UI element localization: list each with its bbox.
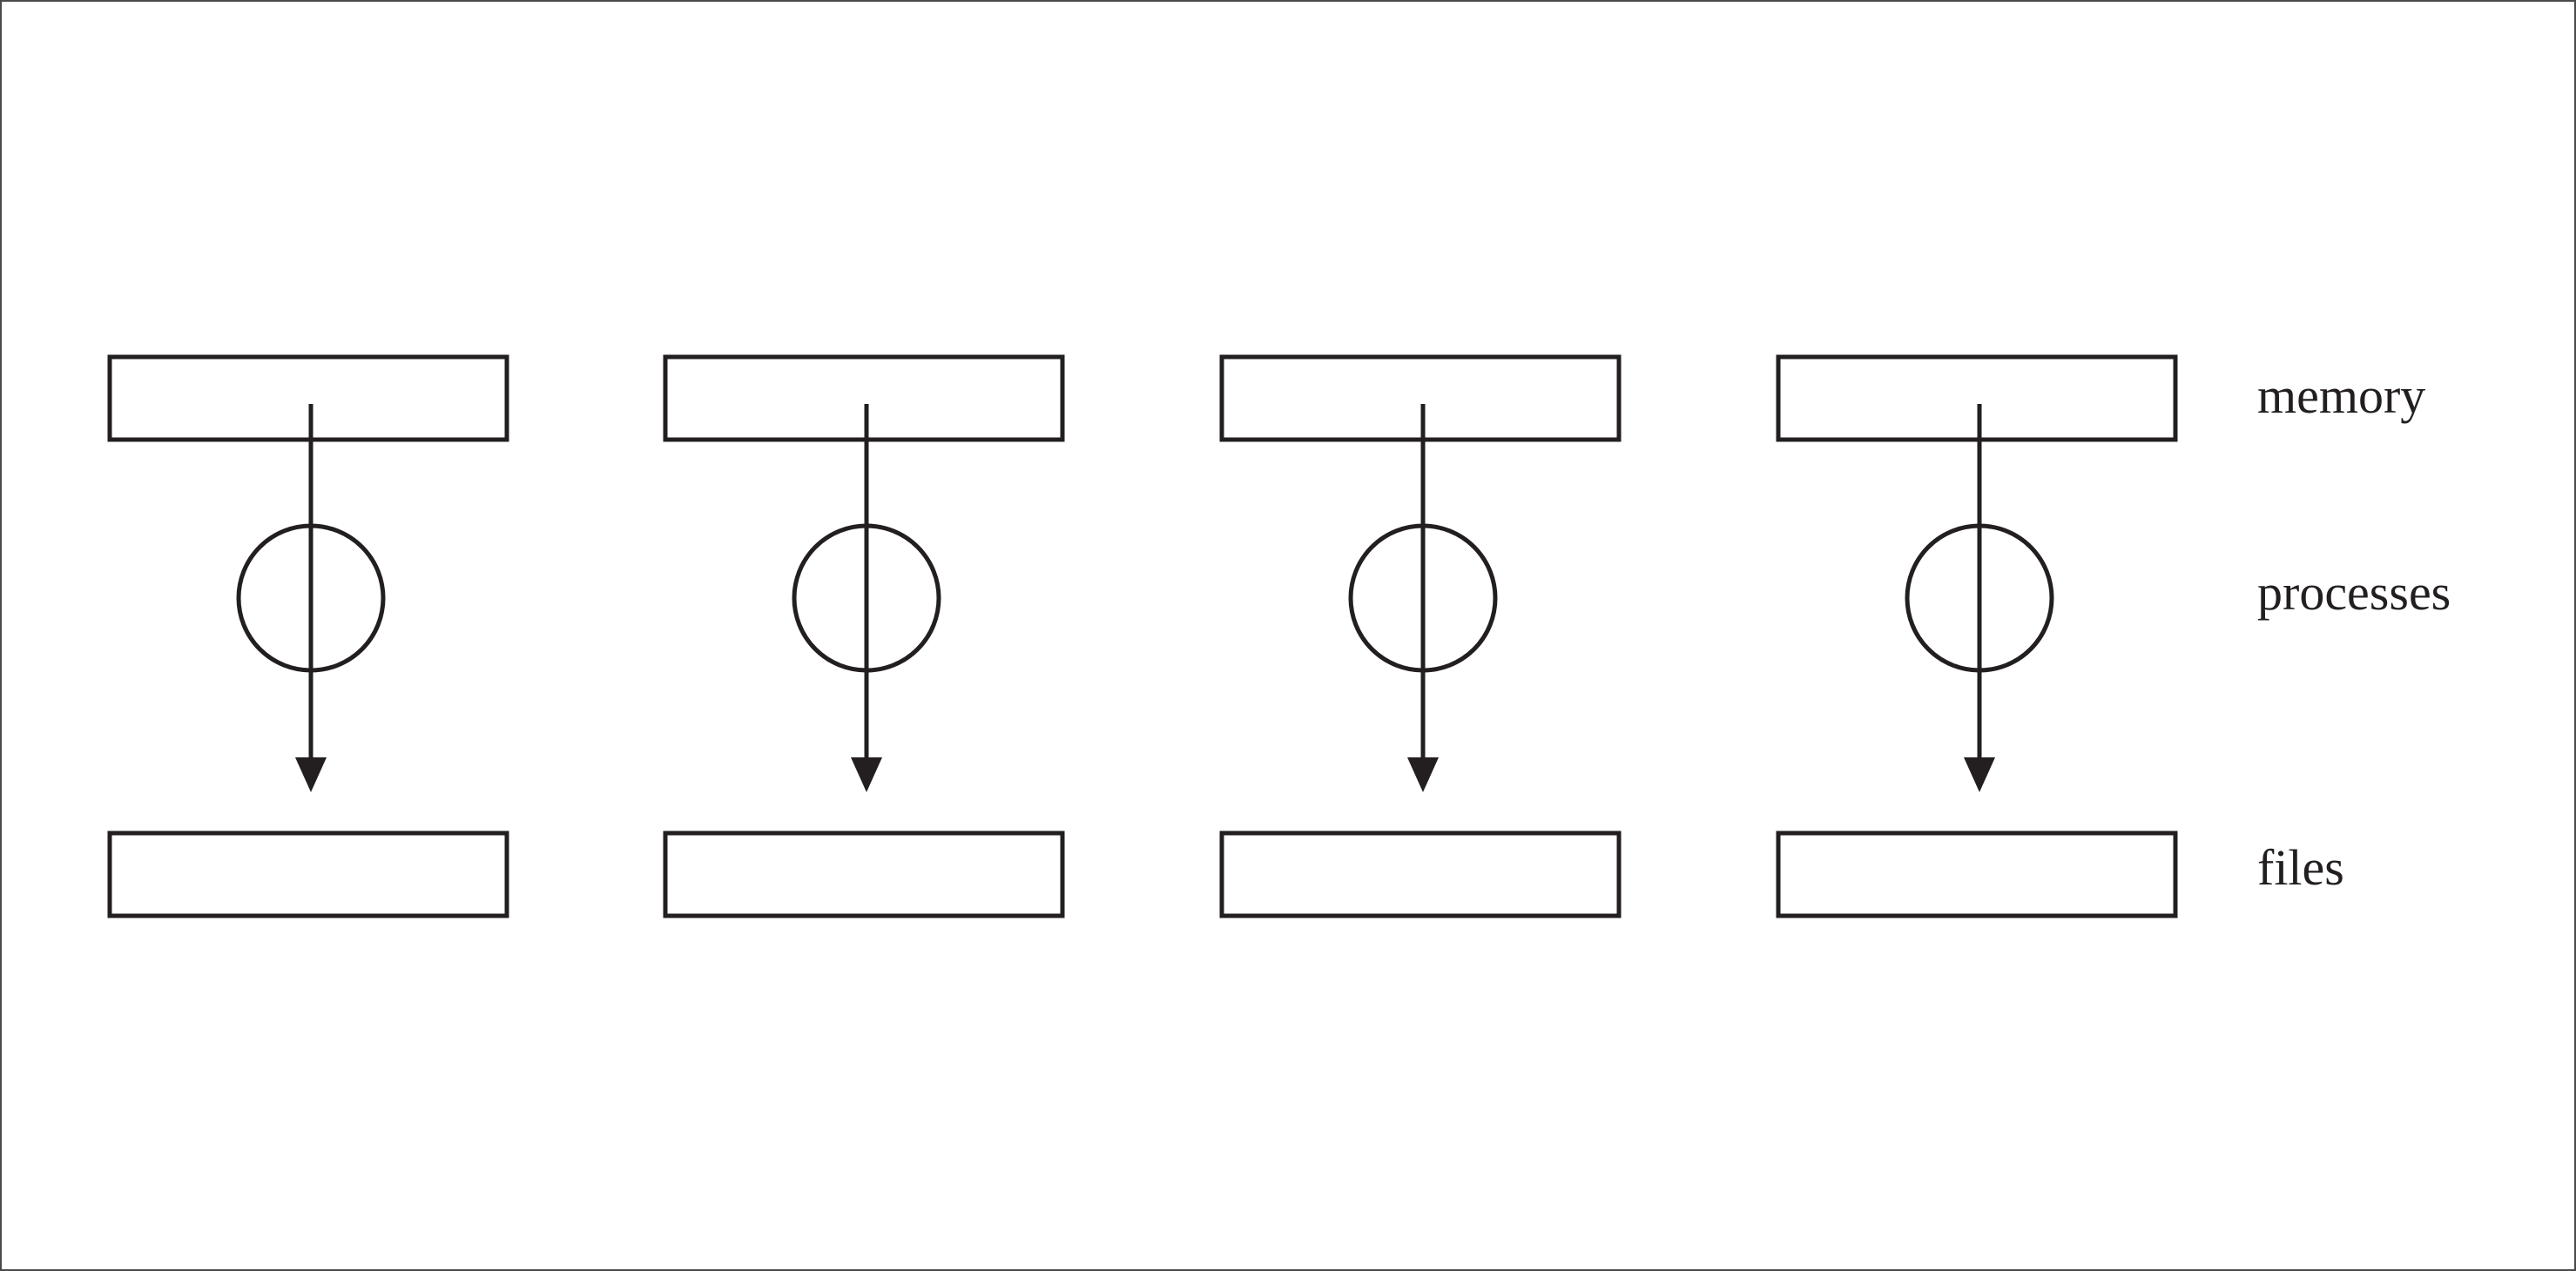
- pipeline-column-2: [663, 354, 1065, 918]
- pipeline-column-4: [1776, 354, 2178, 918]
- file-box-1: [107, 831, 509, 918]
- processes-label: processes: [2257, 564, 2451, 621]
- memory-box-3: [1219, 354, 1622, 442]
- memory-label: memory: [2257, 367, 2425, 424]
- arrowhead-4: [1964, 757, 1995, 792]
- memory-box-1: [107, 354, 509, 442]
- file-box-2: [663, 831, 1065, 918]
- memory-box-2: [663, 354, 1065, 442]
- arrowhead-3: [1407, 757, 1439, 792]
- pipeline-column-3: [1219, 354, 1622, 918]
- pipeline-column-1: [107, 354, 509, 918]
- file-box-3: [1219, 831, 1622, 918]
- arrowhead-1: [295, 757, 327, 792]
- files-label: files: [2257, 839, 2344, 896]
- memory-box-4: [1776, 354, 2178, 442]
- arrowhead-2: [851, 757, 882, 792]
- file-box-4: [1776, 831, 2178, 918]
